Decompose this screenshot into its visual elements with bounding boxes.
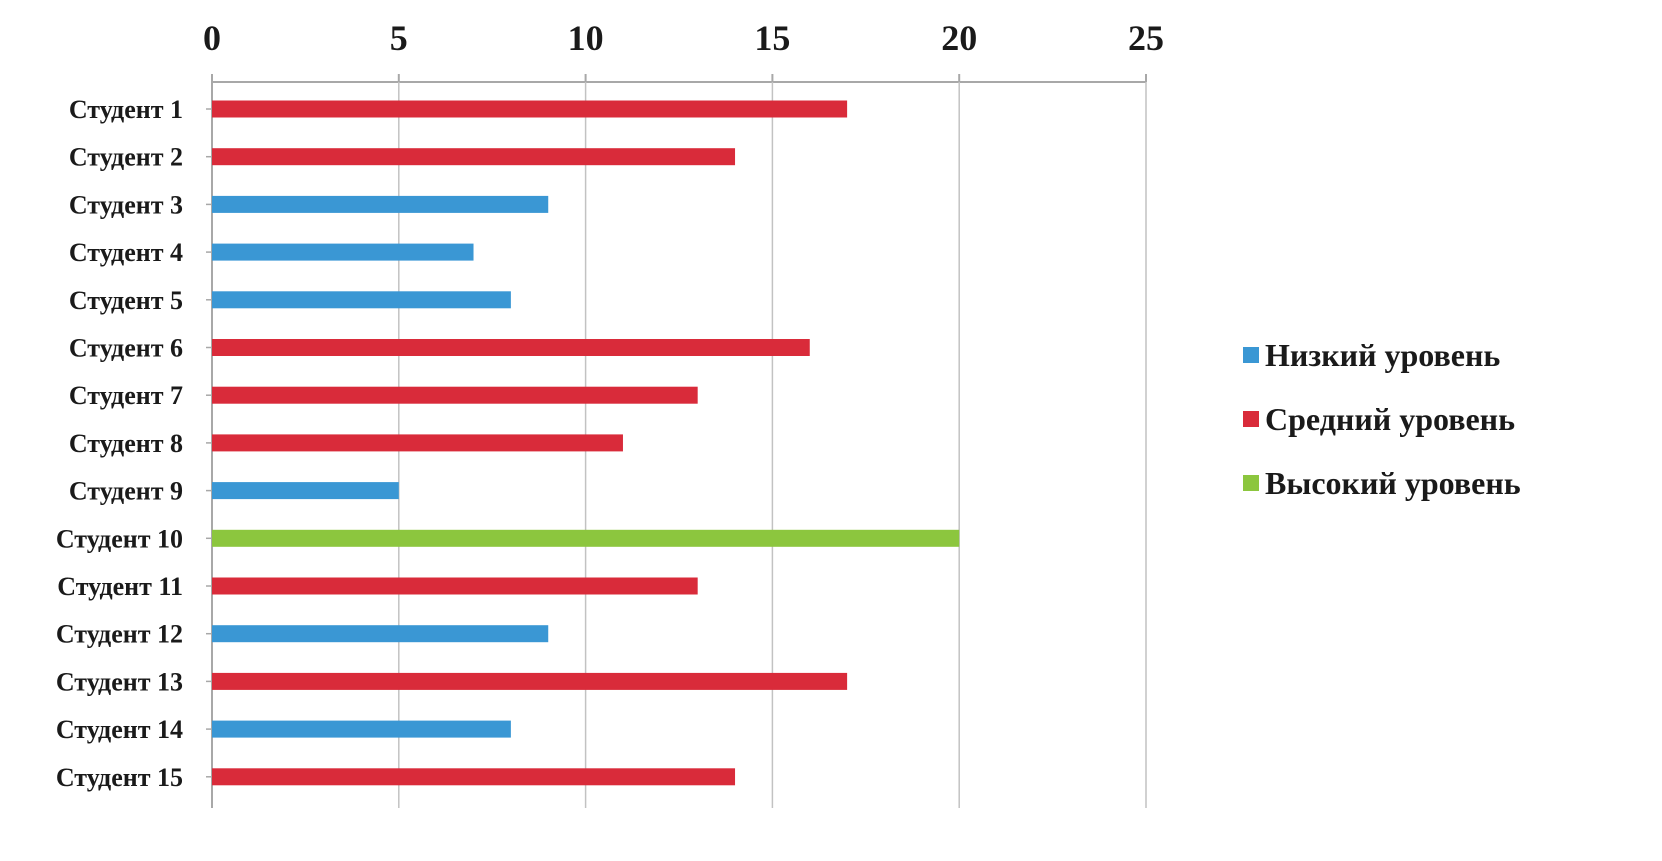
x-tick-label: 15 (754, 18, 790, 58)
legend-label: Средний уровень (1265, 401, 1515, 437)
legend-swatch (1243, 411, 1259, 427)
legend: Низкий уровень Средний уровень Высокий уро… (1243, 337, 1521, 501)
bars (212, 100, 960, 786)
x-tick-label: 5 (390, 18, 408, 58)
category-label: Студент 13 (56, 667, 183, 696)
category-label: Студент 1 (69, 95, 183, 124)
x-tick-label: 10 (568, 18, 604, 58)
category-label: Студент 10 (56, 524, 183, 553)
bar (212, 291, 511, 309)
category-label: Студент 11 (57, 572, 183, 601)
category-label: Студент 15 (56, 763, 183, 792)
x-axis-ticks: 0 5 10 15 20 25 (203, 18, 1164, 82)
category-labels: Студент 1 Студент 2 Студент 3 Студент 4 Студ… (56, 95, 212, 792)
bar (212, 720, 511, 738)
bar (212, 672, 848, 690)
bar (212, 195, 549, 213)
category-label: Студент 12 (56, 620, 183, 649)
bar (212, 768, 736, 786)
category-label: Студент 2 (69, 143, 183, 172)
category-label: Студент 8 (69, 429, 183, 458)
bar (212, 577, 698, 595)
category-label: Студент 7 (69, 381, 183, 410)
bar (212, 148, 736, 166)
legend-swatch (1243, 475, 1259, 491)
category-label: Студент 14 (56, 715, 183, 744)
bar (212, 625, 549, 643)
bar (212, 529, 960, 547)
bar (212, 339, 810, 356)
legend-label: Низкий уровень (1265, 337, 1500, 373)
bar (212, 482, 399, 500)
x-tick-label: 20 (941, 18, 977, 58)
legend-label: Высокий уровень (1265, 465, 1521, 501)
category-label: Студент 5 (69, 286, 183, 315)
category-label: Студент 6 (69, 334, 183, 363)
bar (212, 100, 848, 118)
category-label: Студент 4 (69, 238, 183, 267)
bar (212, 386, 698, 404)
x-tick-label: 0 (203, 18, 221, 58)
category-label: Студент 9 (69, 477, 183, 506)
legend-swatch (1243, 347, 1259, 363)
bar (212, 434, 623, 452)
bar (212, 243, 474, 261)
x-tick-label: 25 (1128, 18, 1164, 58)
category-label: Студент 3 (69, 190, 183, 219)
